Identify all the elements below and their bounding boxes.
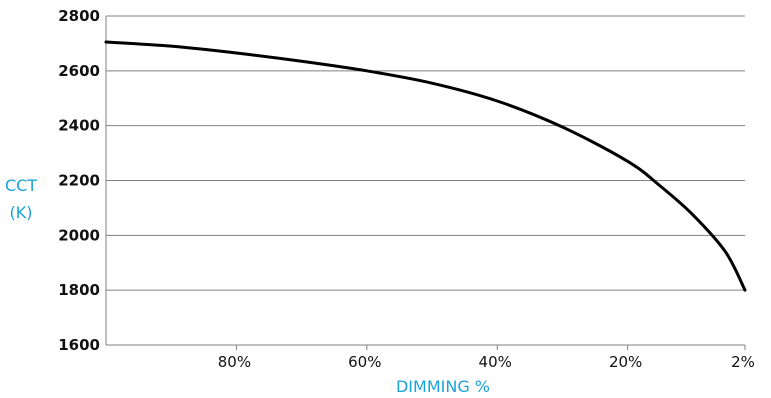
grid-lines [106,15,745,291]
x-tick-labels: 80% 60% 40% 20% 2% [218,353,755,371]
cct-series-line [104,40,747,292]
y-tick-label-2200: 2200 [58,172,100,190]
y-tick-label-1800: 1800 [58,281,100,299]
axes [105,16,746,350]
x-tick-label-40%: 40% [479,353,512,371]
y-tick-label-2600: 2600 [58,62,100,80]
y-tick-labels: 1600 1800 2000 2200 2400 2600 2800 [58,7,100,354]
x-axis-label: DIMMING % [396,377,490,396]
series-layer [104,40,747,292]
x-tick-label-2%: 2% [731,353,755,371]
x-tick-label-20%: 20% [609,353,642,371]
y-tick-label-2000: 2000 [58,226,100,244]
y-axis-label-line-1: CCT [5,176,37,195]
x-tick-label-80%: 80% [218,353,251,371]
y-tick-label-2400: 2400 [58,117,100,135]
y-axis-label-line-2: (K) [10,203,33,222]
y-tick-label-1600: 1600 [58,336,100,354]
x-tick-label-60%: 60% [348,353,381,371]
y-tick-label-2800: 2800 [58,7,100,25]
